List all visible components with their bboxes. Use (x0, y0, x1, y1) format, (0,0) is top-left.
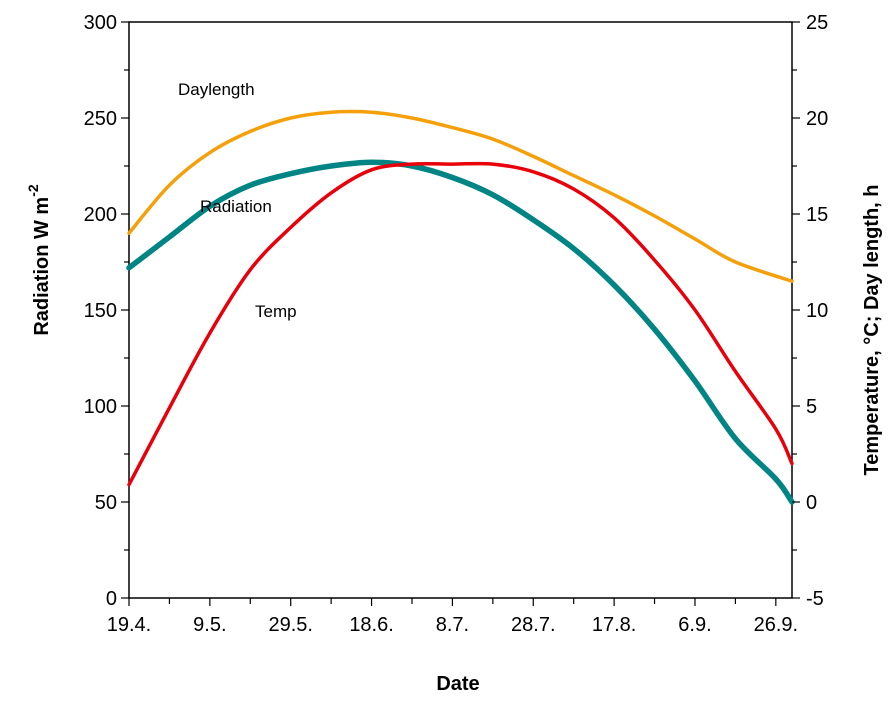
series-line-daylength (127, 109, 794, 283)
series-line-radiation (126, 159, 795, 505)
y-right-tick-label: -5 (806, 588, 824, 610)
y-left-tick-label: 0 (106, 588, 117, 610)
y-axis-right-title: Temperature, °C; Day length, h (861, 184, 883, 475)
x-tick-label: 9.5. (193, 614, 226, 636)
y-axis-left-title-sup: -2 (25, 184, 41, 197)
y-right-tick-label: 15 (806, 204, 828, 226)
series-layer (126, 109, 795, 505)
y-left-tick-label: 100 (84, 396, 117, 418)
temp-label: Temp (255, 302, 297, 321)
plot-area (128, 21, 793, 599)
radiation-label: Radiation (200, 197, 272, 216)
x-tick-label: 19.4. (107, 614, 151, 636)
x-tick-label: 28.7. (511, 614, 555, 636)
x-tick-label: 18.6. (349, 614, 393, 636)
y-axis-left-title: Radiation W m-2 (25, 184, 53, 336)
x-tick-label: 6.9. (678, 614, 711, 636)
x-axis-title: Date (436, 673, 479, 695)
x-tick-label: 26.9. (754, 614, 798, 636)
series-line-temp (127, 161, 794, 487)
x-tick-label: 17.8. (592, 614, 636, 636)
x-tick-label: 29.5. (268, 614, 312, 636)
y-axis-left-title-main: Radiation W m (31, 197, 53, 336)
daylength-label: Daylength (178, 80, 255, 99)
ticks-layer: 0 50 100 150 200 250 300 -5 0 5 10 15 20 25 19.4. 9.5. 2… (84, 12, 829, 636)
y-right-tick-label: 20 (806, 108, 828, 130)
y-right-tick-label: 25 (806, 12, 828, 34)
y-left-tick-label: 150 (84, 300, 117, 322)
y-left-tick-label: 250 (84, 108, 117, 130)
y-right-tick-label: 5 (806, 396, 817, 418)
y-right-tick-label: 0 (806, 492, 817, 514)
y-left-tick-label: 200 (84, 204, 117, 226)
y-right-tick-label: 10 (806, 300, 828, 322)
x-tick-label: 8.7. (436, 614, 469, 636)
y-left-tick-label: 300 (84, 12, 117, 34)
plot-frame (128, 21, 793, 599)
y-left-tick-label: 50 (95, 492, 117, 514)
